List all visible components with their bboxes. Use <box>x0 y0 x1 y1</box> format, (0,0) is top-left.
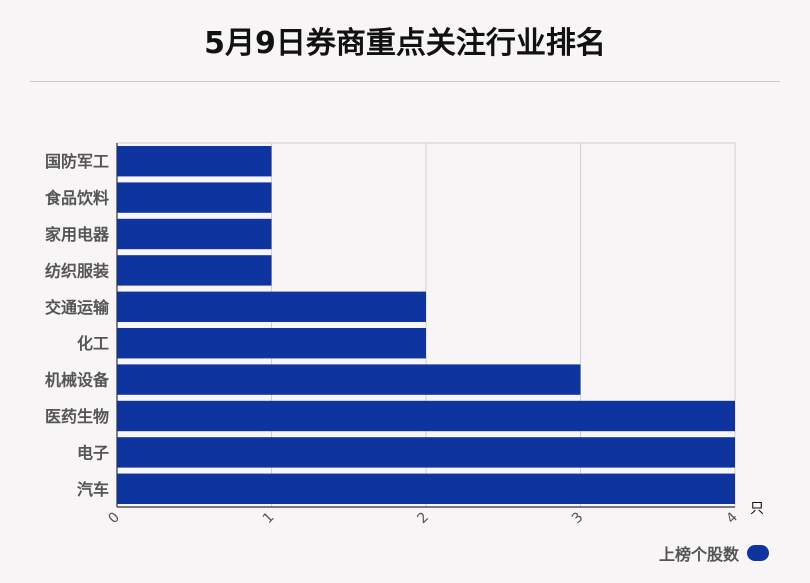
bar <box>117 291 426 322</box>
bar <box>117 146 272 177</box>
title-divider <box>30 81 780 82</box>
category-label: 机械设备 <box>45 371 110 390</box>
category-label: 食品饮料 <box>44 189 109 208</box>
category-label: 家用电器 <box>45 225 110 244</box>
x-tick-label: 2 <box>414 509 432 527</box>
bar <box>117 473 735 504</box>
x-tick-label: 3 <box>569 509 587 527</box>
bar <box>117 182 272 213</box>
bar <box>117 255 272 286</box>
bar <box>117 364 581 395</box>
bar <box>117 400 735 432</box>
bar <box>117 328 426 359</box>
legend-swatch <box>747 545 769 561</box>
legend-label: 上榜个股数 <box>658 545 739 564</box>
category-label: 汽车 <box>77 480 109 499</box>
x-tick-label: 1 <box>260 509 278 527</box>
category-label: 医药生物 <box>45 407 109 426</box>
x-tick-label: 0 <box>105 509 123 527</box>
x-tick-label: 4 <box>723 509 741 527</box>
category-label: 电子 <box>77 443 109 462</box>
legend[interactable]: 上榜个股数 <box>659 541 769 565</box>
category-label: 国防军工 <box>45 152 109 171</box>
category-label: 纺织服装 <box>45 261 109 280</box>
category-label: 交通运输 <box>45 298 110 317</box>
chart-title: 5月9日券商重点关注行业排名 <box>204 26 606 61</box>
bar <box>117 218 272 250</box>
category-label: 化工 <box>77 334 109 353</box>
bar <box>117 437 735 468</box>
x-unit-label: 只 <box>750 501 764 517</box>
